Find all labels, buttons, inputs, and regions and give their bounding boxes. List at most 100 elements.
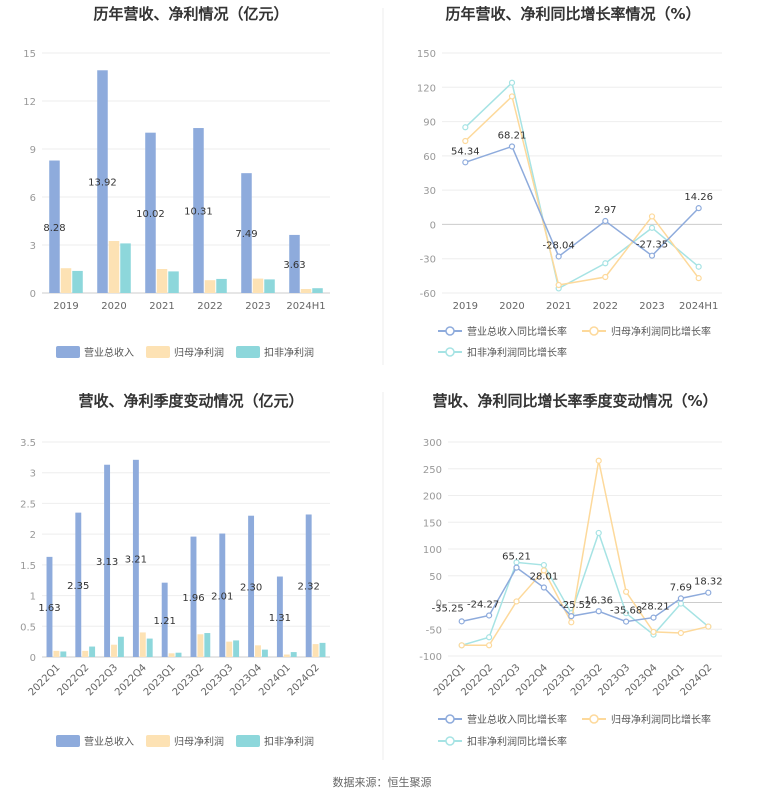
data-label: 2.97 bbox=[594, 205, 616, 216]
y-tick-label: 0.5 bbox=[20, 622, 36, 633]
legend-label: 营业总收入同比增长率 bbox=[467, 713, 567, 726]
data-label: 2.30 bbox=[240, 582, 262, 593]
bar bbox=[175, 652, 182, 657]
y-tick-label: -100 bbox=[419, 652, 442, 663]
data-point bbox=[540, 561, 548, 569]
legend-swatch-revenue[interactable] bbox=[56, 346, 80, 358]
bar bbox=[49, 160, 60, 293]
y-tick-label: 0 bbox=[30, 653, 36, 664]
chart-title: 历年营收、净利情况（亿元） bbox=[93, 5, 288, 23]
data-label: 28.01 bbox=[530, 572, 559, 583]
y-tick-label: 15 bbox=[23, 49, 36, 60]
bar bbox=[120, 243, 131, 293]
y-tick-label: 0 bbox=[436, 599, 442, 610]
legend-swatch-net-profit[interactable] bbox=[146, 735, 170, 747]
bar bbox=[104, 464, 111, 657]
series-line bbox=[461, 530, 709, 647]
data-label: 2.01 bbox=[211, 591, 233, 602]
bar bbox=[145, 132, 156, 293]
legend-marker bbox=[445, 326, 455, 336]
bar bbox=[233, 640, 240, 657]
y-tick-label: 150 bbox=[417, 49, 436, 60]
bar bbox=[219, 533, 226, 657]
x-tick-label: 2023 bbox=[245, 301, 270, 312]
data-point bbox=[622, 588, 630, 595]
data-label: -28.04 bbox=[543, 240, 575, 251]
y-tick-label: 2.5 bbox=[20, 499, 36, 510]
legend-swatch-net-profit[interactable] bbox=[146, 346, 170, 358]
data-point bbox=[568, 619, 575, 626]
data-point bbox=[705, 589, 712, 596]
series-line bbox=[461, 566, 709, 623]
bar bbox=[290, 652, 297, 657]
quarterly-growth-line-chart: -100-500501001502002503002022Q12022Q2202… bbox=[419, 438, 722, 698]
x-tick-label: 2022 bbox=[197, 301, 222, 312]
data-point bbox=[677, 629, 685, 637]
data-point bbox=[648, 213, 656, 220]
data-label: 13.92 bbox=[88, 178, 117, 189]
bar bbox=[276, 576, 283, 657]
data-point bbox=[602, 273, 609, 281]
bar bbox=[132, 459, 139, 657]
y-tick-label: 90 bbox=[423, 118, 436, 129]
data-label: 1.96 bbox=[182, 593, 204, 604]
bar bbox=[305, 514, 312, 657]
y-tick-label: 30 bbox=[423, 186, 436, 197]
y-tick-label: 250 bbox=[423, 465, 442, 476]
bar bbox=[72, 270, 83, 293]
bar bbox=[255, 645, 261, 657]
y-tick-label: 9 bbox=[30, 145, 36, 156]
bar bbox=[108, 241, 120, 293]
y-tick-label: 1.5 bbox=[20, 561, 36, 572]
data-label: 7.49 bbox=[235, 229, 257, 240]
y-tick-label: 120 bbox=[417, 83, 436, 94]
legend: 营业总收入 归母净利润 扣非净利润 bbox=[56, 346, 314, 359]
data-point bbox=[602, 217, 609, 225]
bar bbox=[161, 582, 168, 657]
series-line bbox=[461, 460, 709, 647]
data-label: 1.63 bbox=[38, 603, 60, 614]
data-label: 2.32 bbox=[298, 582, 320, 593]
bar bbox=[264, 279, 275, 293]
legend: 营业总收入同比增长率 归母净利润同比增长率 扣非净利润同比增长率 bbox=[438, 713, 711, 748]
legend-swatch-deducted-profit[interactable] bbox=[236, 735, 260, 747]
y-tick-label: 3 bbox=[30, 469, 36, 480]
data-label: 7.69 bbox=[670, 582, 692, 593]
data-point bbox=[595, 457, 602, 464]
data-point bbox=[648, 252, 656, 259]
data-label: -35.25 bbox=[432, 603, 464, 614]
bar bbox=[226, 641, 233, 657]
data-label: 3.13 bbox=[96, 557, 118, 568]
bar bbox=[216, 278, 227, 293]
bar bbox=[193, 128, 204, 293]
annual-growth-line-chart: -60 -30 0 30 60 90 120 150 2019 2020 2021 2022 2023 2… bbox=[417, 49, 722, 312]
legend-marker bbox=[445, 347, 455, 357]
data-point bbox=[677, 600, 685, 607]
y-tick-label: 50 bbox=[429, 572, 442, 583]
bar bbox=[82, 650, 89, 657]
y-tick-label: 100 bbox=[423, 545, 442, 556]
data-point bbox=[462, 124, 469, 131]
data-point bbox=[650, 614, 657, 621]
data-point bbox=[595, 529, 602, 537]
data-label: 14.26 bbox=[684, 192, 713, 203]
y-tick-label: 3 bbox=[30, 241, 36, 252]
legend-label: 扣非净利润同比增长率 bbox=[467, 346, 567, 359]
data-label: 10.31 bbox=[184, 207, 213, 218]
y-tick-label: 6 bbox=[30, 193, 36, 204]
bar bbox=[204, 280, 216, 293]
legend-label: 营业总收入 bbox=[84, 735, 134, 748]
quarterly-bar-chart: 00.511.522.533.52022Q12022Q22022Q32022Q4… bbox=[20, 438, 330, 698]
data-point bbox=[508, 79, 516, 86]
legend-marker bbox=[589, 326, 599, 336]
legend-swatch-deducted-profit[interactable] bbox=[236, 346, 260, 358]
data-label: 65.21 bbox=[502, 552, 531, 563]
data-point bbox=[648, 224, 656, 231]
legend-swatch-revenue[interactable] bbox=[56, 735, 80, 747]
bar bbox=[261, 649, 268, 657]
data-label: -25.52 bbox=[559, 600, 591, 611]
x-tick-label: 2019 bbox=[53, 301, 78, 312]
bar bbox=[117, 636, 124, 657]
data-point bbox=[622, 618, 630, 625]
y-tick-label: 1 bbox=[30, 592, 36, 603]
